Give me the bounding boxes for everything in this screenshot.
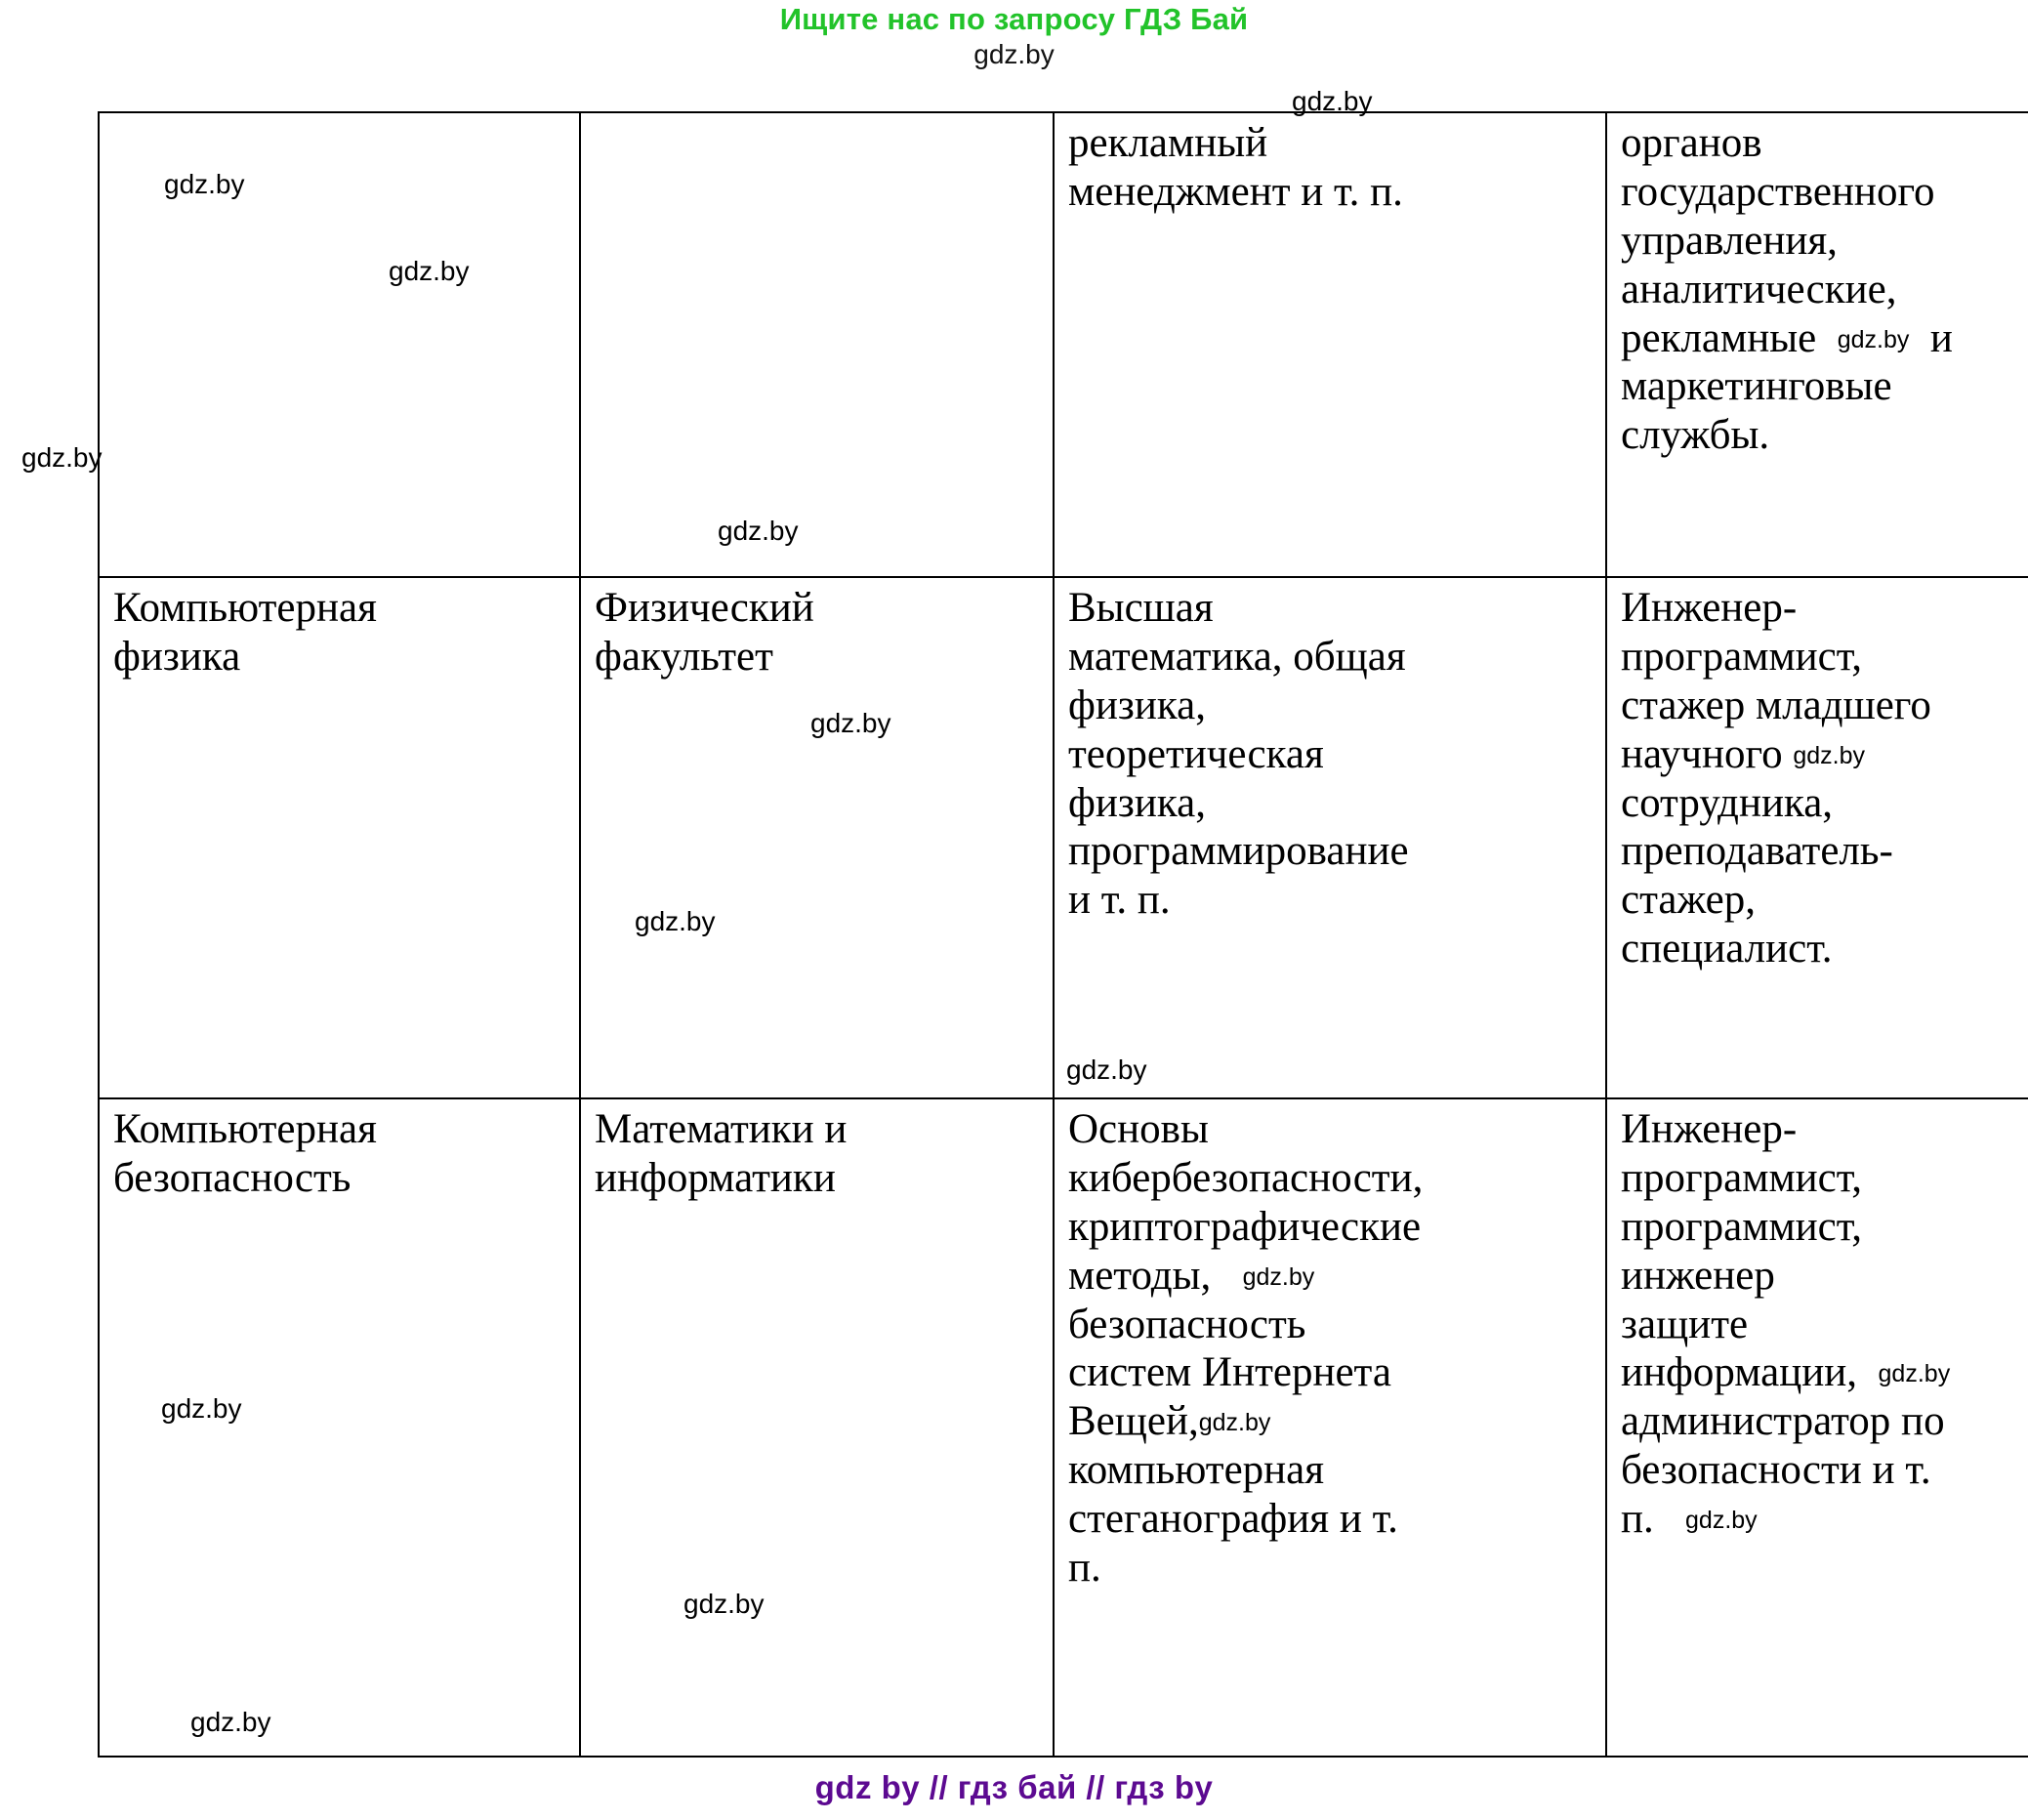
watermark-inline: gdz.by (1198, 1409, 1271, 1437)
text-fragment: п. (1621, 1496, 1654, 1542)
text-fragment: научного (1621, 730, 1783, 777)
text-line: службы. (1621, 412, 1770, 459)
text-line: компьютерная (1068, 1447, 1325, 1494)
text-fragment: информации, (1621, 1349, 1858, 1396)
table-cell-subjects: Основы кибербезопасности, криптографичес… (1053, 1097, 1607, 1758)
text-line: специалист. (1621, 926, 1833, 972)
table-cell-faculty: Математики и информатики (579, 1097, 1055, 1758)
text-line: менеджмент и т. п. (1068, 168, 1403, 215)
text-line: маркетинговые (1621, 363, 1892, 410)
cell-paragraph: Физический факультет (595, 584, 1041, 682)
text-line: сотрудника, (1621, 779, 1834, 826)
text-line: п. (1068, 1544, 1101, 1591)
text-line: защите (1621, 1301, 1749, 1347)
text-line: программист, (1621, 633, 1863, 680)
text-line: преподаватель- (1621, 828, 1893, 875)
text-line: аналитические, (1621, 266, 1897, 312)
text-line: стажер, (1621, 877, 1756, 924)
text-line-with-watermark: информации, gdz.by (1621, 1348, 2028, 1397)
text-line: математика, общая (1068, 633, 1406, 680)
text-fragment: Вещей, (1068, 1398, 1199, 1445)
text-line-with-watermark: методы, gdz.by (1068, 1252, 1593, 1301)
text-line: безопасность (1068, 1301, 1306, 1347)
qualifications-table: рекламный менеджмент и т. п. органов гос… (98, 111, 2028, 1758)
cell-paragraph: рекламный менеджмент и т. п. (1068, 119, 1593, 217)
text-line: безопасность (113, 1154, 352, 1201)
text-line: Основы (1068, 1106, 1209, 1152)
table-cell-subjects: Высшая математика, общая физика, теорети… (1053, 576, 1607, 1099)
table-row: рекламный менеджмент и т. п. органов гос… (98, 111, 2028, 578)
page-watermark: gdz.by (21, 442, 103, 473)
text-fragment: и (1929, 314, 1953, 361)
watermark-inline: gdz.by (1837, 325, 1910, 353)
watermark-inline: gdz.by (1242, 1262, 1315, 1291)
text-line-spread: инженерпо (1621, 1252, 2028, 1301)
text-line: и т. п. (1068, 877, 1171, 924)
table-cell-careers: Инженер- программист, стажер младшего на… (1605, 576, 2028, 1099)
text-line: Математики и (595, 1106, 848, 1152)
site-name-top: gdz.by (973, 39, 1055, 69)
cell-paragraph: Компьютерная безопасность (113, 1105, 567, 1203)
text-line: физика, (1068, 779, 1206, 826)
table-cell-specialty: Компьютерная безопасность (98, 1097, 581, 1758)
text-line: государственного (1621, 168, 1935, 215)
cell-paragraph: Высшая математика, общая физика, теорети… (1068, 584, 1593, 925)
text-line: Компьютерная (113, 1106, 377, 1152)
text-line-with-watermark: Вещей,gdz.by (1068, 1397, 1593, 1446)
text-line: стажер младшего (1621, 682, 1931, 728)
text-fragment: инженер (1621, 1252, 1775, 1299)
text-line: теоретическая (1068, 730, 1324, 777)
table-row: Компьютерная физика Физический факультет… (98, 576, 2028, 1099)
table-cell-faculty (579, 111, 1055, 578)
table-cell-specialty: Компьютерная физика (98, 576, 581, 1099)
text-line: физика, (1068, 682, 1206, 728)
table-cell-specialty (98, 111, 581, 578)
cell-paragraph: Инженер- программист, программист, инжен… (1621, 1105, 2028, 1544)
text-line: стеганография и т. (1068, 1496, 1398, 1542)
text-line: администратор по (1621, 1398, 1945, 1445)
text-line: рекламный (1068, 120, 1268, 166)
watermark-inline: gdz.by (1685, 1507, 1758, 1534)
text-line: органов (1621, 120, 1762, 166)
cell-paragraph: Основы кибербезопасности, криптографичес… (1068, 1105, 1593, 1592)
text-line-with-watermark: п. gdz.by (1621, 1495, 2028, 1544)
text-line: безопасности и т. (1621, 1447, 1931, 1494)
text-line: Физический (595, 585, 814, 631)
text-line: Компьютерная (113, 585, 377, 631)
text-line: кибербезопасности, (1068, 1154, 1424, 1201)
watermark-inline: gdz.by (1793, 741, 1866, 769)
text-line: программист, (1621, 1203, 1863, 1250)
text-line: Высшая (1068, 585, 1214, 631)
text-line: физика (113, 633, 241, 680)
cell-paragraph: Компьютерная физика (113, 584, 567, 682)
text-line: Инженер- (1621, 1106, 1798, 1152)
text-fragment: рекламные (1621, 314, 1817, 361)
cell-paragraph: органов государственного управления, ана… (1621, 119, 2028, 460)
text-line: программирование (1068, 828, 1409, 875)
text-line: факультет (595, 633, 773, 680)
text-line-with-watermark: научного gdz.by (1621, 730, 2028, 779)
text-line: управления, (1621, 217, 1838, 264)
text-fragment: методы, (1068, 1252, 1212, 1299)
table-cell-faculty: Физический факультет (579, 576, 1055, 1099)
table-cell-subjects: рекламный менеджмент и т. п. (1053, 111, 1607, 578)
promo-banner-bottom: gdz by // гдз бай // гдз by (814, 1769, 1214, 1805)
table-row: Компьютерная безопасность Математики и и… (98, 1097, 2028, 1758)
cell-paragraph: Математики и информатики (595, 1105, 1041, 1203)
text-line: программист, (1621, 1154, 1863, 1201)
text-line: Инженер- (1621, 585, 1798, 631)
text-line: криптографические (1068, 1203, 1422, 1250)
table-cell-careers: Инженер- программист, программист, инжен… (1605, 1097, 2028, 1758)
text-line: систем Интернета (1068, 1349, 1391, 1396)
table-cell-careers: органов государственного управления, ана… (1605, 111, 2028, 578)
text-line-with-watermark: рекламные gdz.by и (1621, 314, 2028, 363)
text-line: информатики (595, 1154, 836, 1201)
cell-paragraph: Инженер- программист, стажер младшего на… (1621, 584, 2028, 973)
watermark-inline: gdz.by (1878, 1360, 1951, 1388)
promo-banner-top: Ищите нас по запросу ГДЗ Бай (779, 2, 1249, 36)
